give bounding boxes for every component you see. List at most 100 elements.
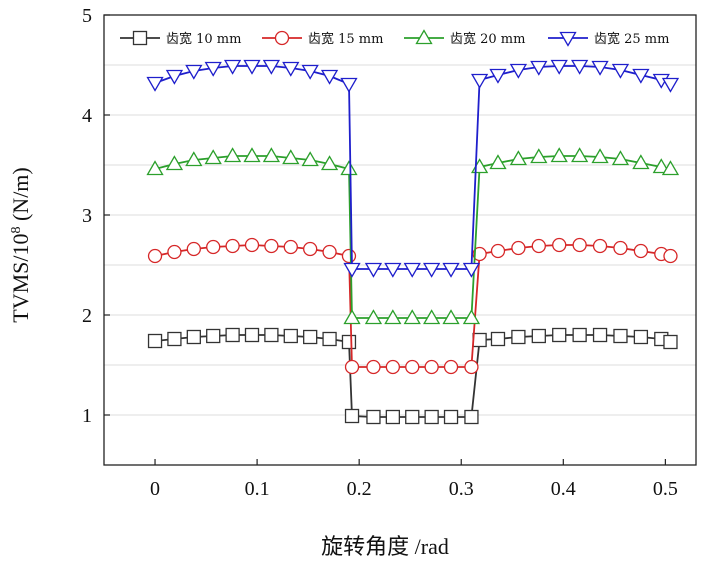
data-point (592, 327, 608, 343)
data-point (147, 248, 163, 264)
data-point (405, 359, 420, 375)
legend-label: 齿宽 15 mm (308, 31, 383, 47)
data-point (301, 151, 319, 167)
data-point (633, 243, 649, 259)
data-point (591, 148, 609, 164)
data-point (572, 237, 587, 253)
legend-entry-3: 齿宽 20 mm (404, 29, 525, 47)
data-point (464, 409, 479, 425)
data-point (424, 359, 439, 375)
data-point (472, 332, 487, 348)
data-point (663, 334, 678, 350)
data-point (185, 64, 203, 80)
data-point (186, 241, 201, 257)
data-series (146, 59, 680, 425)
data-point (225, 238, 240, 254)
x-tick-label: 0.1 (245, 478, 270, 500)
series-3 (146, 147, 680, 325)
data-point (366, 359, 381, 375)
data-point (424, 409, 439, 425)
data-point (530, 60, 548, 76)
data-point (550, 59, 568, 75)
data-point (283, 328, 298, 344)
data-point (571, 59, 589, 75)
data-point (613, 328, 628, 344)
data-point (511, 240, 526, 256)
data-point (661, 77, 680, 93)
y-axis-title-exponent: 8 (9, 227, 24, 234)
data-point (244, 237, 260, 253)
data-point (223, 59, 242, 75)
data-point (282, 149, 300, 165)
data-point (509, 63, 528, 79)
data-point (633, 329, 649, 345)
data-point (146, 76, 164, 92)
y-axis-title: TVMS/108 (N/m) (8, 167, 33, 323)
data-point (552, 327, 567, 343)
y-tick-label: 2 (82, 305, 92, 327)
data-point (385, 409, 401, 425)
data-point (204, 149, 222, 165)
data-point (470, 73, 489, 89)
plot-area-frame (103, 14, 697, 466)
series-line (154, 334, 671, 418)
data-point (262, 147, 281, 163)
data-point (663, 248, 678, 264)
data-point (591, 60, 609, 76)
y-axis-title-main: TVMS/10 (8, 234, 33, 323)
data-point (443, 359, 459, 375)
data-point (489, 154, 507, 170)
y-tick-label: 1 (82, 405, 92, 427)
data-point (364, 309, 383, 325)
data-point (147, 333, 163, 349)
legend-marker (274, 30, 290, 46)
data-point (661, 160, 680, 176)
data-point (167, 331, 182, 347)
data-point (552, 237, 567, 253)
data-point (366, 409, 381, 425)
data-point (592, 238, 608, 254)
legend-entry-4: 齿宽 25 mm (548, 31, 669, 47)
x-tick-label: 0.4 (551, 478, 576, 500)
data-point (264, 238, 279, 254)
data-point (443, 409, 459, 425)
axis-ticks: 1 2 3 4 5 0 0.1 0.2 0.3 0.4 0.5 (82, 5, 678, 500)
legend-marker (415, 29, 433, 45)
data-point (423, 262, 441, 278)
data-point (185, 151, 203, 167)
data-point (489, 68, 507, 84)
data-point (225, 327, 240, 343)
data-point (343, 309, 361, 325)
y-tick-label: 3 (82, 205, 92, 227)
data-point (262, 59, 281, 75)
data-point (572, 327, 587, 343)
series-4 (146, 59, 680, 278)
legend: 齿宽 10 mm 齿宽 15 mm 齿宽 20 mm 齿宽 25 mm (120, 29, 669, 47)
data-point (344, 408, 360, 424)
data-point (385, 359, 401, 375)
data-point (490, 331, 506, 347)
data-point (462, 262, 481, 278)
series-line (154, 155, 671, 319)
data-point (340, 77, 358, 93)
x-tick-label: 0.2 (347, 478, 372, 500)
data-point (165, 69, 184, 85)
legend-label: 齿宽 25 mm (594, 31, 669, 47)
data-point (611, 63, 630, 79)
data-point (206, 239, 221, 255)
x-tick-label: 0.3 (449, 478, 474, 500)
legend-label: 齿宽 10 mm (166, 31, 241, 47)
data-point (384, 309, 402, 325)
data-point (384, 262, 402, 278)
x-axis-title: 旋转角度 /rad (321, 534, 449, 559)
data-point (146, 160, 164, 176)
y-axis-title-unit: (N/m) (8, 167, 33, 226)
series-2 (147, 237, 678, 375)
data-point (165, 155, 184, 171)
data-point (341, 334, 357, 350)
data-point (550, 147, 568, 163)
data-point (442, 262, 460, 278)
data-point (611, 150, 630, 166)
data-point (320, 155, 339, 171)
